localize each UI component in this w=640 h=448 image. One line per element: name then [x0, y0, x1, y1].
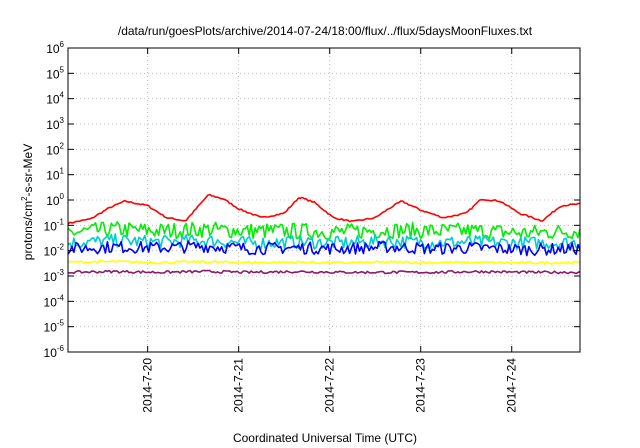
- y-tick-exponent: 0: [60, 192, 65, 201]
- x-tick-label: 2014-7-23: [414, 358, 428, 413]
- y-tick-label: 10-6: [44, 344, 65, 360]
- y-tick-exponent: -3: [57, 268, 65, 277]
- y-axis: 10-610-510-410-310-210-11001011021031041…: [44, 40, 580, 360]
- y-tick-exponent: 4: [60, 91, 65, 100]
- y-tick-base: 10: [44, 219, 58, 233]
- y-tick-base: 10: [44, 245, 58, 259]
- y-tick-label: 10-3: [44, 268, 65, 284]
- chart-title: /data/run/goesPlots/archive/2014-07-24/1…: [118, 24, 533, 38]
- y-tick-exponent: -5: [57, 319, 65, 328]
- y-tick-label: 10-4: [44, 293, 65, 309]
- series-line: [67, 221, 581, 240]
- y-tick-base: 10: [44, 321, 58, 335]
- y-tick-exponent: 3: [60, 116, 65, 125]
- y-tick-base: 10: [46, 67, 60, 81]
- y-tick-exponent: 2: [60, 141, 65, 150]
- y-tick-exponent: -4: [57, 293, 65, 302]
- y-axis-label-main: protons/cm: [21, 201, 35, 260]
- y-axis-label: protons/cm2-s-sr-MeV: [20, 144, 35, 260]
- y-tick-base: 10: [44, 346, 58, 360]
- series-line: [67, 193, 581, 225]
- y-tick-label: 10-2: [44, 243, 65, 259]
- x-axis: 2014-7-20 2014-7-21 2014-7-22 2014-7-23 2014…: [141, 48, 519, 413]
- series-line: [67, 240, 581, 257]
- y-tick-base: 10: [46, 169, 60, 183]
- y-axis-label-rest: -s-sr-MeV: [21, 144, 35, 197]
- y-tick-base: 10: [46, 93, 60, 107]
- grid: [68, 48, 580, 352]
- y-tick-exponent: 6: [60, 40, 65, 49]
- y-axis-label-sup: 2: [20, 196, 29, 201]
- y-tick-base: 10: [44, 295, 58, 309]
- y-tick-label: 100: [46, 192, 64, 208]
- y-tick-label: 10-1: [44, 217, 65, 233]
- x-tick-label: 2014-7-21: [232, 358, 246, 413]
- series-group: [67, 193, 581, 275]
- x-tick-label: 2014-7-24: [505, 358, 519, 413]
- y-tick-base: 10: [46, 143, 60, 157]
- y-tick-exponent: 1: [60, 167, 65, 176]
- y-tick-label: 101: [46, 167, 64, 183]
- y-tick-exponent: 5: [60, 65, 65, 74]
- y-tick-label: 106: [46, 40, 64, 56]
- series-line: [67, 233, 581, 251]
- x-tick-label: 2014-7-20: [141, 358, 155, 413]
- x-tick-label: 2014-7-22: [323, 358, 337, 413]
- y-tick-label: 104: [46, 91, 64, 107]
- y-tick-base: 10: [46, 118, 60, 132]
- y-tick-label: 10-5: [44, 319, 65, 335]
- x-axis-label: Coordinated Universal Time (UTC): [233, 431, 417, 445]
- y-tick-base: 10: [46, 42, 60, 56]
- y-tick-base: 10: [44, 270, 58, 284]
- series-line: [67, 269, 581, 275]
- series-line: [67, 259, 581, 265]
- y-tick-exponent: -1: [57, 217, 65, 226]
- y-tick-base: 10: [46, 194, 60, 208]
- y-tick-label: 105: [46, 65, 64, 81]
- y-tick-exponent: -6: [57, 344, 65, 353]
- y-tick-exponent: -2: [57, 243, 65, 252]
- y-tick-label: 103: [46, 116, 64, 132]
- y-tick-label: 102: [46, 141, 64, 157]
